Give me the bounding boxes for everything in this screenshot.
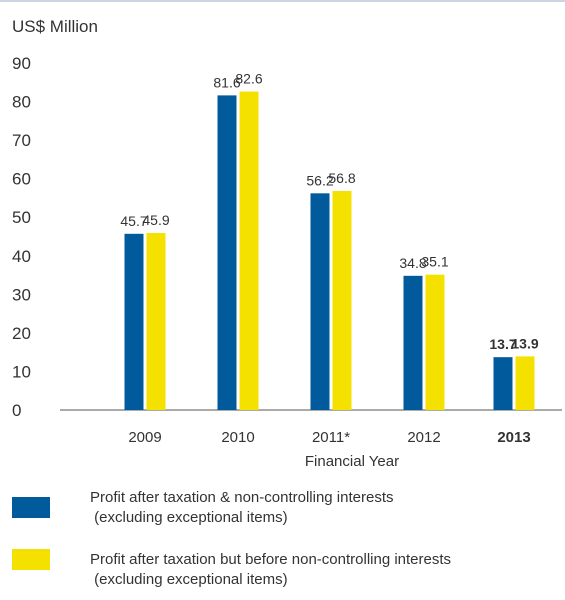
y-tick-label: 0: [12, 401, 21, 420]
bar-value-label: 13.7: [489, 336, 516, 352]
y-axis-label: US$ Million: [12, 17, 98, 36]
y-tick-label: 70: [12, 131, 31, 150]
x-tick-label: 2010: [221, 429, 254, 446]
bar-series-1: [124, 233, 144, 410]
bar-series-1: [310, 193, 330, 410]
bar-series-2: [239, 91, 259, 410]
bar-value-label: 34.8: [399, 255, 426, 271]
y-tick-label: 80: [12, 93, 31, 112]
legend-label-line-1: Profit after taxation & non-controlling …: [90, 489, 394, 506]
bar-value-labels: 45.745.9 81.682.6 56.256.8 34.835.1 13.713.9: [120, 71, 538, 353]
y-tick-labels: 0 10 20 30 40 50 60 70 80 90: [12, 54, 31, 420]
bar-value-label: 13.9: [511, 335, 538, 351]
legend-swatch-series-2: [12, 549, 50, 570]
bar-value-label: 56.8: [328, 170, 355, 186]
y-tick-label: 90: [12, 54, 31, 73]
bar-series-1: [217, 95, 237, 411]
y-tick-label: 10: [12, 362, 31, 381]
bars: [124, 91, 535, 411]
bar-value-label: 35.1: [421, 254, 448, 270]
bar-value-label: 82.6: [235, 71, 262, 87]
bar-series-2: [146, 233, 166, 410]
chart: US$ Million 0 10 20 30 40 50 60 70 80 90 45.745.9…: [0, 0, 565, 470]
bar-value-label: 81.6: [213, 74, 240, 90]
x-tick-labels: 2009 2010 2011* 2012 2013: [128, 429, 530, 446]
bar-value-label: 45.9: [142, 212, 169, 228]
legend-item-series-1: Profit after taxation & non-controlling …: [0, 488, 565, 538]
bar-value-label: 45.7: [120, 213, 147, 229]
bar-series-2: [425, 274, 445, 410]
legend-label-series-2: Profit after taxation but before non-con…: [90, 550, 451, 590]
bar-series-1: [403, 275, 423, 410]
y-tick-label: 50: [12, 208, 31, 227]
y-tick-label: 40: [12, 247, 31, 266]
x-axis-title: Financial Year: [305, 453, 399, 470]
x-tick-label: 2012: [407, 429, 440, 446]
legend-label-line-1: Profit after taxation but before non-con…: [90, 551, 452, 568]
x-tick-label: 2013: [497, 429, 530, 446]
bar-value-label: 56.2: [306, 172, 333, 188]
bar-series-1: [493, 357, 513, 410]
legend-item-series-2: Profit after taxation but before non-con…: [0, 549, 565, 600]
x-tick-label: 2011*: [312, 429, 350, 446]
bar-series-2: [332, 191, 352, 410]
y-tick-label: 20: [12, 324, 31, 343]
x-tick-label: 2009: [128, 429, 161, 446]
legend-label-series-1: Profit after taxation & non-controlling …: [90, 488, 394, 528]
y-tick-label: 30: [12, 285, 31, 304]
legend-label-line-2: (excluding exceptional items): [90, 571, 288, 588]
legend-swatch-series-1: [12, 497, 50, 518]
y-tick-label: 60: [12, 170, 31, 189]
bar-series-2: [515, 356, 535, 410]
legend-label-line-2: (excluding exceptional items): [90, 509, 288, 526]
